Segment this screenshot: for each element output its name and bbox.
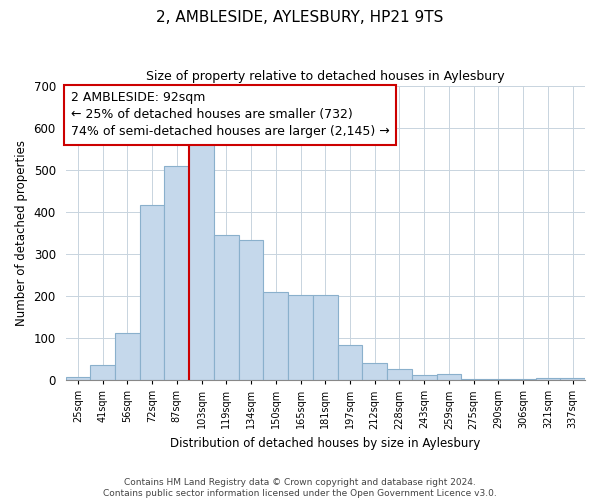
Text: 2 AMBLESIDE: 92sqm
← 25% of detached houses are smaller (732)
74% of semi-detach: 2 AMBLESIDE: 92sqm ← 25% of detached hou… xyxy=(71,92,389,138)
Bar xyxy=(362,364,387,380)
Title: Size of property relative to detached houses in Aylesbury: Size of property relative to detached ho… xyxy=(146,70,505,83)
Bar xyxy=(288,294,313,380)
Y-axis label: Number of detached properties: Number of detached properties xyxy=(15,140,28,326)
Bar xyxy=(560,378,585,380)
Bar xyxy=(140,206,164,380)
Bar xyxy=(437,374,461,380)
Bar xyxy=(263,292,288,380)
Bar xyxy=(536,378,560,380)
Bar xyxy=(239,240,263,380)
Bar xyxy=(313,294,338,380)
Text: Contains HM Land Registry data © Crown copyright and database right 2024.
Contai: Contains HM Land Registry data © Crown c… xyxy=(103,478,497,498)
Bar xyxy=(412,374,437,380)
Bar xyxy=(164,166,189,380)
Bar xyxy=(189,138,214,380)
Bar xyxy=(214,235,239,380)
X-axis label: Distribution of detached houses by size in Aylesbury: Distribution of detached houses by size … xyxy=(170,437,481,450)
Bar xyxy=(387,369,412,380)
Bar xyxy=(65,377,90,380)
Bar xyxy=(338,345,362,380)
Text: 2, AMBLESIDE, AYLESBURY, HP21 9TS: 2, AMBLESIDE, AYLESBURY, HP21 9TS xyxy=(157,10,443,25)
Bar xyxy=(115,333,140,380)
Bar xyxy=(90,364,115,380)
